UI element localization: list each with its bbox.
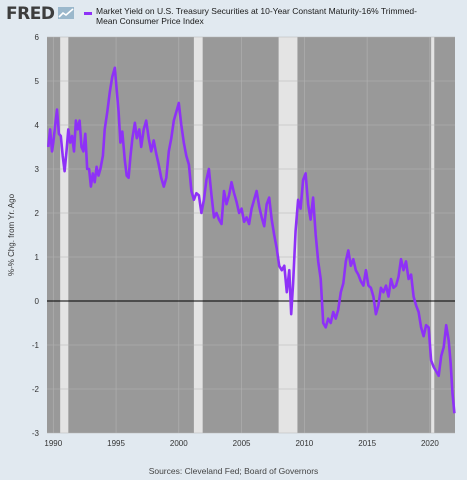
x-tick-label: 2000 xyxy=(170,439,188,448)
y-tick-label: 4 xyxy=(35,121,40,130)
x-tick-label: 2015 xyxy=(358,439,376,448)
x-tick-label: 1990 xyxy=(44,439,62,448)
x-tick-label: 2010 xyxy=(295,439,313,448)
fred-logo[interactable]: FRED xyxy=(6,4,55,24)
recession-bands xyxy=(60,37,435,433)
y-tick-label: -1 xyxy=(32,341,40,350)
y-tick-label: 3 xyxy=(35,165,40,174)
y-tick-label: 1 xyxy=(35,253,40,262)
y-tick-label: 2 xyxy=(35,209,40,218)
y-tick-label: -2 xyxy=(32,385,40,394)
fred-chart-icon xyxy=(58,7,74,19)
y-tick-label: 5 xyxy=(35,77,40,86)
recession-band xyxy=(193,37,203,433)
y-tick-label: -3 xyxy=(32,429,40,438)
x-tick-label: 1995 xyxy=(107,439,125,448)
chart-header: FRED Market Yield on U.S. Treasury Secur… xyxy=(0,0,467,34)
x-tick-label: 2020 xyxy=(421,439,439,448)
y-tick-label: 6 xyxy=(35,33,40,42)
recession-band xyxy=(431,37,435,433)
x-axis-ticks: 1990 1995 2000 2005 2010 2015 2020 xyxy=(44,439,439,448)
legend-label[interactable]: Market Yield on U.S. Treasury Securities… xyxy=(96,6,417,26)
x-tick-label: 2005 xyxy=(233,439,251,448)
recession-band xyxy=(60,37,69,433)
gridlines xyxy=(47,36,455,434)
plot-background xyxy=(47,37,455,433)
legend-swatch xyxy=(84,12,92,15)
series-line[interactable] xyxy=(47,66,456,414)
y-axis-ticks: -3 -2 -1 0 1 2 3 4 5 6 xyxy=(32,33,40,438)
source-note: Sources: Cleveland Fed; Board of Governo… xyxy=(148,466,319,476)
y-tick-label: 0 xyxy=(35,297,40,306)
y-axis-label: %-% Chg. from Yr. Ago xyxy=(7,193,16,276)
recession-band xyxy=(278,37,298,433)
